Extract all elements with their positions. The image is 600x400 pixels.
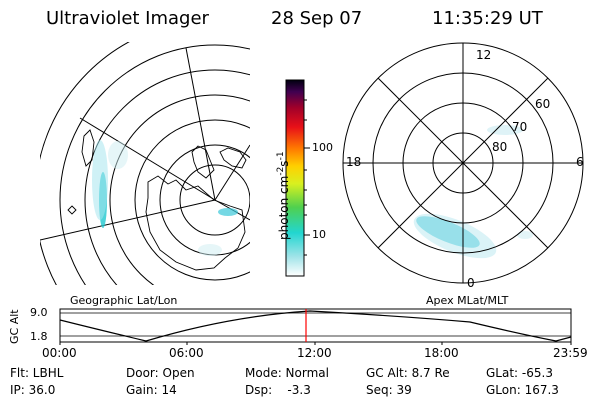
aurora-emission: [92, 140, 238, 256]
altitude-xtick-0600: 06:00: [169, 346, 204, 360]
colorbar-tick-10: 10: [312, 228, 326, 241]
altitude-xtick-1200: 12:00: [297, 346, 332, 360]
lat-label-70: 70: [512, 120, 528, 134]
status-gain: Gain: 14: [126, 383, 177, 397]
status-seq: Seq: 39: [366, 383, 412, 397]
mlt-label-18: 18: [346, 155, 362, 169]
colorbar-label-unit: photon cm: [277, 175, 291, 240]
right-panel-caption: Apex MLat/MLT: [426, 294, 509, 307]
status-glat: GLat: -65.3: [486, 366, 553, 380]
colorbar-label-s: s: [277, 160, 291, 167]
altitude-xtick-1800: 18:00: [424, 346, 459, 360]
altitude-xtick-2359: 23:59: [553, 346, 588, 360]
mlt-label-12: 12: [476, 48, 492, 62]
status-door: Door: Open: [126, 366, 195, 380]
mlt-label-6: 6: [576, 155, 584, 169]
altitude-curve: [59, 310, 572, 342]
status-dsp: Dsp: -3.3: [245, 383, 311, 397]
date-label: 28 Sep 07: [271, 8, 363, 29]
colorbar-label: photon cm-2s-1: [276, 151, 291, 240]
altitude-ytick-low: 1.8: [30, 330, 48, 343]
colorbar: [285, 79, 305, 277]
status-filter: Flt: LBHL: [10, 366, 64, 380]
colorbar-tick-100: 100: [312, 141, 333, 154]
time-label: 11:35:29 UT: [432, 8, 543, 29]
altitude-plot: [59, 308, 572, 345]
lat-label-60: 60: [535, 97, 551, 111]
altitude-ytick-high: 9.0: [30, 306, 48, 319]
status-glon: GLon: 167.3: [486, 383, 559, 397]
status-mode: Mode: Normal: [245, 366, 329, 380]
colorbar-label-exp1: -2: [276, 166, 286, 176]
lat-label-80: 80: [492, 140, 508, 154]
altitude-ylabel: GC Alt: [8, 309, 21, 344]
geographic-map: [40, 42, 250, 285]
mlat-mlt-polar-plot: [342, 42, 584, 284]
left-panel-caption: Geographic Lat/Lon: [70, 294, 178, 307]
status-gc-alt: GC Alt: 8.7 Re: [366, 366, 450, 380]
altitude-xtick-0000: 00:00: [42, 346, 77, 360]
mlt-label-0: 0: [467, 276, 475, 290]
status-ip: IP: 36.0: [10, 383, 56, 397]
colorbar-label-exp2: -1: [276, 151, 286, 161]
instrument-title: Ultraviolet Imager: [46, 8, 209, 29]
